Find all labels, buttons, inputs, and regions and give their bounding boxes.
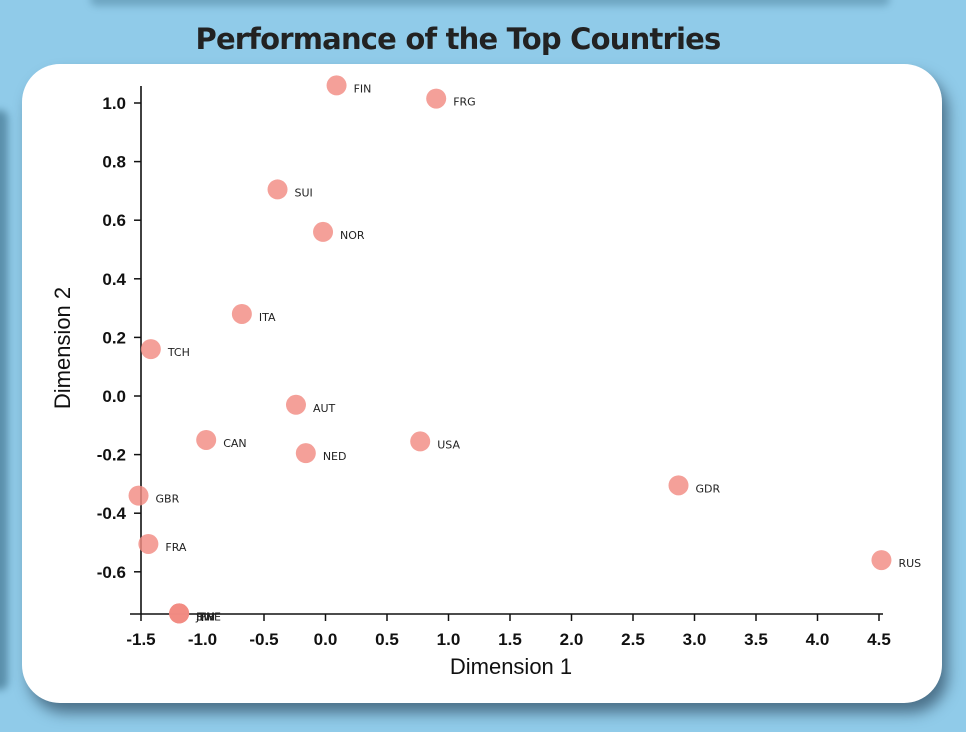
y-tick-label: -0.6 bbox=[97, 563, 126, 582]
y-tick-label: -0.2 bbox=[97, 446, 126, 465]
background-shadow-top bbox=[90, 0, 890, 6]
point-label: BIH bbox=[196, 610, 215, 623]
point-label: NED bbox=[323, 450, 347, 463]
point-label: FIN bbox=[354, 82, 372, 95]
y-tick-label: 0.6 bbox=[102, 211, 126, 230]
data-point bbox=[313, 221, 334, 242]
data-point bbox=[267, 179, 288, 200]
x-tick-label: 3.0 bbox=[683, 630, 707, 649]
x-tick-label: 0.0 bbox=[314, 630, 338, 649]
data-point bbox=[668, 475, 689, 496]
axes: -1.5 -1.0 -0.5 0.0 0.5 1.0 1.5 2.0 2.5 3.0 3.5 4.0 4… bbox=[97, 86, 891, 649]
chart-card bbox=[22, 64, 942, 703]
point-label: FRG bbox=[453, 96, 476, 109]
data-point bbox=[169, 603, 190, 624]
point-label: SUI bbox=[295, 186, 313, 199]
y-tick-label: 0.2 bbox=[102, 328, 126, 347]
data-point bbox=[410, 431, 431, 452]
x-tick-label: 2.5 bbox=[621, 630, 645, 649]
data-point bbox=[295, 443, 316, 464]
data-point bbox=[128, 485, 149, 506]
point-label: JPN bbox=[195, 610, 214, 623]
y-tick-label: -0.4 bbox=[97, 504, 127, 523]
point-label: NOR bbox=[340, 229, 365, 242]
point-label: GDR bbox=[696, 482, 721, 495]
x-tick-label: -0.5 bbox=[249, 630, 278, 649]
background-shadow bbox=[0, 110, 8, 690]
data-point bbox=[871, 550, 892, 571]
x-tick-label: -1.0 bbox=[188, 630, 217, 649]
x-tick-label: 4.0 bbox=[806, 630, 830, 649]
x-tick-label: 4.5 bbox=[867, 630, 891, 649]
y-tick-label: 0.8 bbox=[102, 153, 126, 172]
point-label: ITA bbox=[259, 311, 276, 324]
data-point bbox=[231, 303, 252, 324]
point-label: CAN bbox=[223, 437, 246, 450]
data-point bbox=[285, 394, 306, 415]
y-tick-label: 0.4 bbox=[102, 270, 126, 289]
data-point bbox=[426, 88, 447, 109]
point-label: GBR bbox=[156, 493, 180, 506]
data-point bbox=[140, 339, 161, 360]
data-point bbox=[326, 75, 347, 96]
x-tick-label: 1.5 bbox=[498, 630, 522, 649]
point-label: FRA bbox=[165, 541, 187, 554]
point-label: TCH bbox=[167, 346, 190, 359]
x-tick-label: 0.5 bbox=[375, 630, 399, 649]
x-tick-label: 2.0 bbox=[560, 630, 584, 649]
data-point bbox=[138, 533, 159, 554]
x-tick-label: 1.0 bbox=[437, 630, 461, 649]
point-label: SWE bbox=[196, 610, 221, 623]
data-point bbox=[196, 429, 217, 450]
x-tick-label: 3.5 bbox=[744, 630, 768, 649]
point-label: USA bbox=[437, 438, 460, 451]
y-tick-label: 1.0 bbox=[102, 94, 126, 113]
x-tick-label: -1.5 bbox=[126, 630, 155, 649]
y-tick-label: 0.0 bbox=[102, 387, 126, 406]
point-label: AUT bbox=[313, 402, 336, 415]
data-points: FIN FRG SUI NOR ITA TCH AUT CAN NED USA GDR GBR FRA R… bbox=[128, 75, 921, 624]
x-axis-label: Dimension 1 bbox=[450, 654, 572, 679]
point-label: RUS bbox=[898, 557, 921, 570]
chart-title: Performance of the Top Countries bbox=[195, 22, 721, 56]
y-axis-label: Dimension 2 bbox=[50, 287, 75, 409]
